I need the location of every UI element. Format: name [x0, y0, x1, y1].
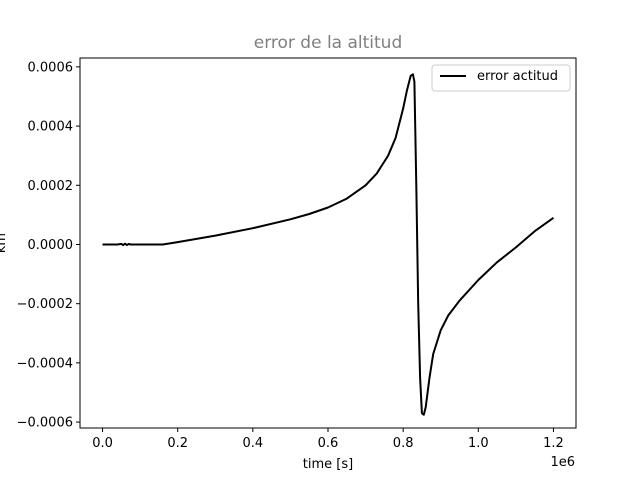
plot-frame [79, 57, 577, 429]
legend: error actitud [431, 64, 571, 92]
x-tick-label: 0.8 [393, 436, 414, 451]
x-tick-label: 1.2 [543, 436, 564, 451]
y-tick-label: 0.0002 [28, 179, 74, 194]
series-line [102, 73, 555, 416]
chart-title: error de la altitud [254, 33, 403, 53]
y-tick-label: 0.0006 [28, 60, 74, 75]
y-tick-label: 0.0000 [28, 238, 74, 253]
y-tick-label: −0.0002 [17, 297, 73, 312]
legend-box [431, 64, 571, 92]
x-tick-label: 1.0 [468, 436, 489, 451]
x-axis-label: time [s] [303, 457, 353, 472]
x-axis: 0.0 0.2 0.4 0.6 0.8 1.0 1.2 [92, 428, 564, 451]
y-axis-label: km [0, 233, 9, 253]
x-tick-label: 0.0 [92, 436, 113, 451]
y-tick-label: −0.0006 [17, 416, 73, 431]
legend-label: error actitud [477, 69, 558, 84]
x-tick-label: 0.4 [243, 436, 264, 451]
plot-marks [102, 73, 555, 416]
y-tick-label: −0.0004 [17, 356, 73, 371]
x-tick-label: 0.2 [167, 436, 188, 451]
y-tick-label: 0.0004 [28, 120, 74, 135]
x-axis-offset-label: 1e6 [550, 455, 575, 470]
y-axis: −0.0006 −0.0004 −0.0002 0.0000 0.0002 0.0004 0… [17, 60, 80, 431]
x-tick-label: 0.6 [318, 436, 339, 451]
